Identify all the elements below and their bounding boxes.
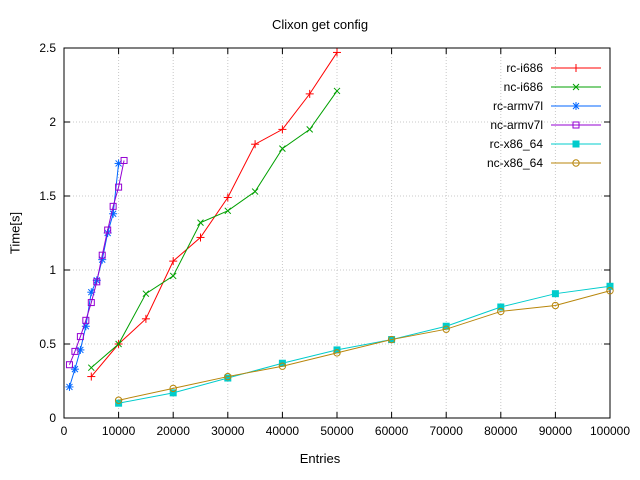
circle-open-marker-icon (169, 384, 177, 393)
square-open-marker-icon (120, 156, 128, 164)
plus-marker-icon (333, 48, 341, 57)
circle-open-marker-icon (278, 362, 287, 370)
circle-open-marker-icon (572, 159, 580, 167)
x-tick-label: 90000 (539, 424, 573, 438)
square-open-marker-icon (71, 347, 79, 355)
y-tick-label: 0.5 (39, 337, 56, 351)
square-open-marker-icon (87, 299, 95, 307)
x-tick-label: 100000 (590, 424, 630, 438)
asterisk-marker-icon (65, 382, 74, 391)
legend-label-rc-x86_64: rc-x86_64 (490, 137, 544, 151)
cross-marker-icon (251, 188, 259, 195)
asterisk-marker-icon (572, 102, 580, 110)
square-filled-marker-icon (572, 140, 580, 148)
square-open-marker-icon (98, 251, 106, 259)
square-filled-marker-icon (606, 282, 614, 290)
circle-open-marker-icon (551, 301, 560, 310)
y-tick-label: 2 (49, 115, 56, 129)
circle-open-marker-icon (387, 335, 396, 344)
circle-open-marker-icon (333, 349, 341, 357)
x-tick-label: 10000 (102, 424, 136, 438)
legend-label-nc-i686: nc-i686 (504, 80, 544, 94)
cross-marker-icon (142, 290, 150, 298)
cross-marker-icon (572, 83, 580, 91)
y-tick-label: 2.5 (39, 41, 56, 55)
series-line-nc-x86_64 (118, 290, 611, 401)
y-tick-label: 0 (49, 411, 56, 425)
square-open-marker-icon (82, 316, 90, 324)
x-axis-title: Entries (299, 451, 341, 466)
circle-open-marker-icon (442, 325, 450, 333)
square-open-marker-icon (104, 226, 112, 234)
cross-marker-icon (333, 87, 341, 95)
plus-marker-icon (572, 64, 580, 72)
x-tick-label: 30000 (211, 424, 245, 438)
x-tick-label: 60000 (375, 424, 409, 438)
plus-marker-icon (87, 372, 96, 381)
circle-open-marker-icon (606, 287, 614, 295)
circle-open-marker-icon (224, 372, 232, 381)
series-line-nc-i686 (90, 90, 338, 369)
x-tick-label: 20000 (157, 424, 191, 438)
series-line-rc-armv7l (68, 163, 120, 388)
square-open-marker-icon (109, 202, 117, 210)
y-tick-label: 1.5 (39, 189, 56, 203)
circle-open-marker-icon (497, 307, 505, 316)
legend-label-nc-x86_64: nc-x86_64 (487, 156, 543, 170)
series-line-nc-armv7l (68, 160, 125, 365)
x-tick-label: 0 (61, 424, 68, 438)
plus-marker-icon (223, 193, 232, 202)
plus-marker-icon (251, 140, 260, 149)
circle-open-marker-icon (114, 396, 123, 404)
x-tick-label: 70000 (430, 424, 464, 438)
legend-label-nc-armv7l: nc-armv7l (490, 118, 543, 132)
chart-title: Clixon get config (271, 17, 369, 32)
square-open-marker-icon (115, 183, 123, 191)
plus-marker-icon (141, 314, 150, 323)
legend-label-rc-armv7l: rc-armv7l (493, 99, 543, 113)
y-tick-label: 1 (49, 263, 56, 277)
cross-marker-icon (279, 145, 286, 152)
square-filled-marker-icon (497, 303, 505, 311)
x-tick-label: 80000 (484, 424, 518, 438)
plus-marker-icon (305, 89, 314, 98)
series-line-rc-i686 (90, 52, 338, 377)
legend-label-rc-i686: rc-i686 (506, 61, 543, 75)
square-filled-marker-icon (169, 389, 177, 397)
square-open-marker-icon (65, 361, 73, 369)
plus-marker-icon (278, 125, 287, 134)
square-open-marker-icon (76, 333, 84, 341)
series-line-rc-x86_64 (118, 285, 611, 404)
plus-marker-icon (196, 233, 205, 242)
x-tick-label: 40000 (266, 424, 300, 438)
cross-marker-icon (115, 340, 122, 348)
plus-marker-icon (169, 257, 178, 266)
cross-marker-icon (224, 207, 232, 215)
square-filled-marker-icon (551, 290, 559, 298)
cross-marker-icon (306, 126, 314, 133)
cross-marker-icon (87, 364, 95, 372)
x-tick-label: 50000 (320, 424, 354, 438)
cross-marker-icon (197, 219, 204, 226)
cross-marker-icon (169, 272, 177, 280)
square-open-marker-icon (572, 121, 580, 129)
square-open-marker-icon (93, 278, 101, 286)
